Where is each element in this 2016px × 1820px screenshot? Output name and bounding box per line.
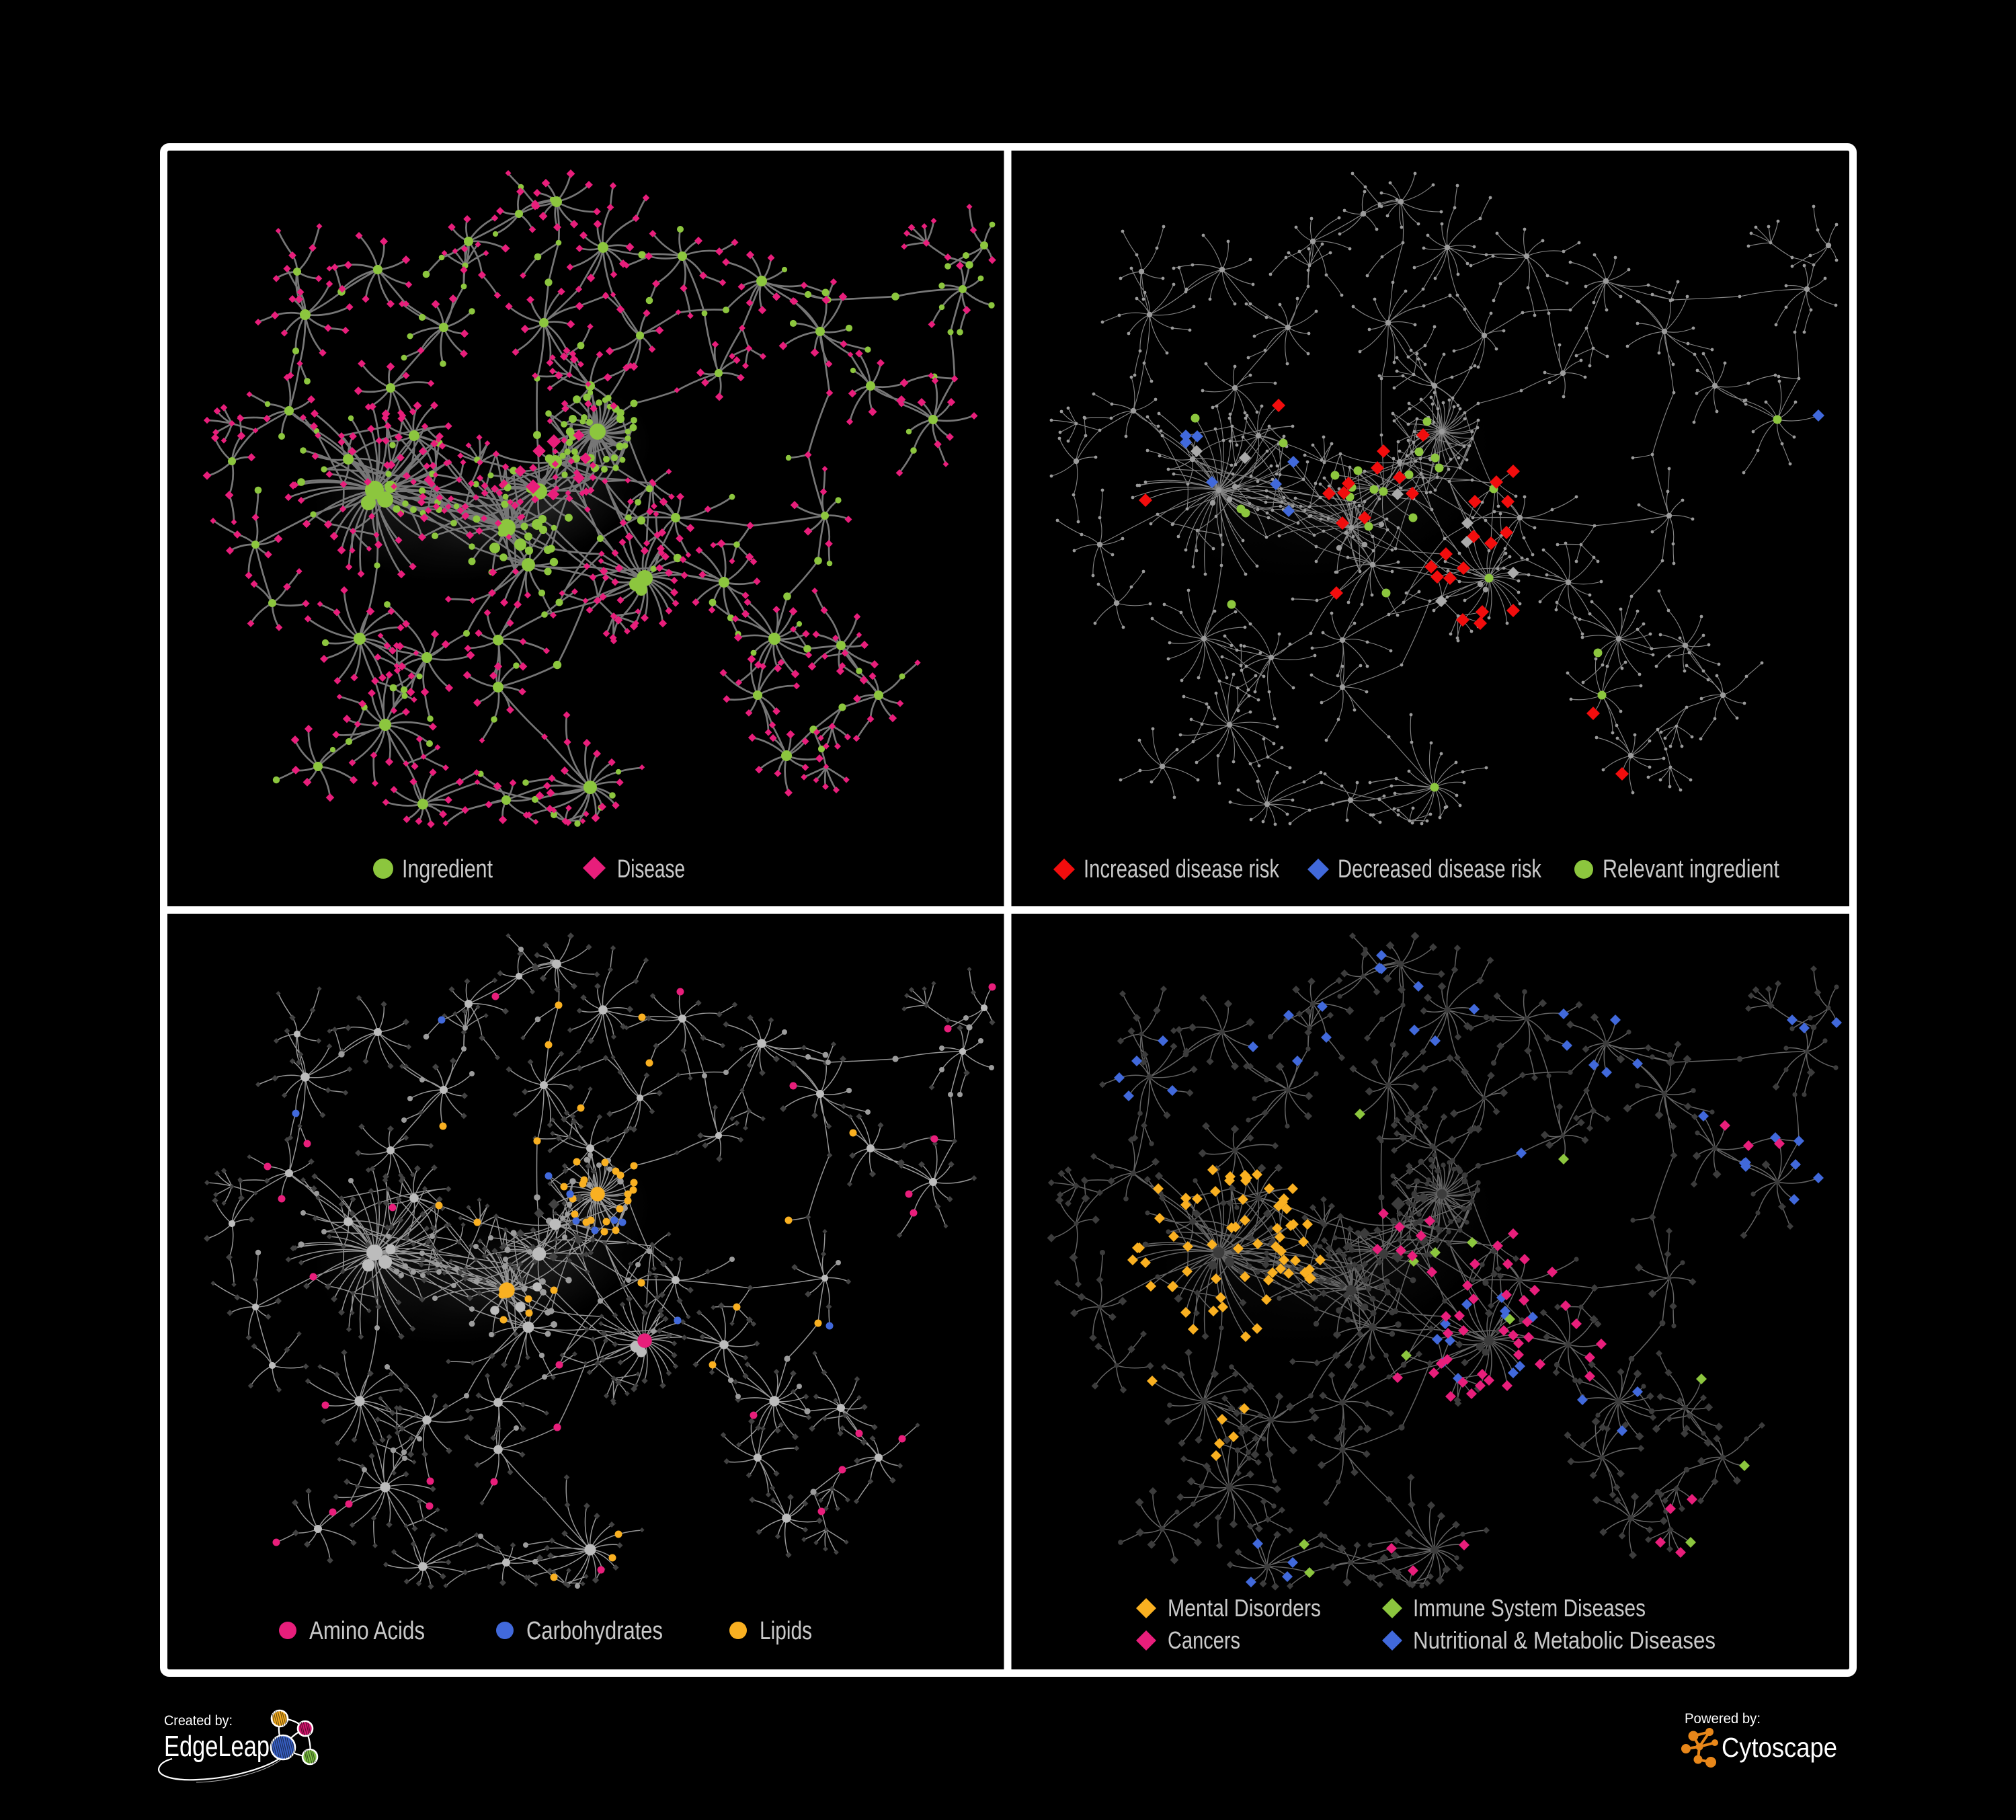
svg-text:Immune System Diseases: Immune System Diseases [1413, 1594, 1646, 1622]
svg-text:Amino Acids: Amino Acids [309, 1617, 425, 1645]
svg-text:Relevant ingredient: Relevant ingredient [1603, 855, 1779, 883]
svg-text:Nutritional & Metabolic Diseas: Nutritional & Metabolic Diseases [1413, 1626, 1716, 1654]
svg-text:Created by:: Created by: [164, 1713, 233, 1729]
svg-text:Cancers: Cancers [1168, 1626, 1240, 1654]
svg-text:Mental Disorders: Mental Disorders [1168, 1594, 1321, 1622]
svg-text:Increased disease risk: Increased disease risk [1084, 855, 1280, 883]
svg-text:Disease: Disease [617, 855, 685, 883]
svg-text:EdgeLeap: EdgeLeap [164, 1730, 270, 1763]
svg-text:Decreased disease risk: Decreased disease risk [1338, 855, 1542, 883]
svg-text:Carbohydrates: Carbohydrates [526, 1617, 663, 1645]
svg-text:Powered by:: Powered by: [1685, 1711, 1761, 1727]
svg-text:Lipids: Lipids [760, 1617, 812, 1645]
svg-text:Ingredient: Ingredient [402, 855, 493, 883]
svg-text:Cytoscape: Cytoscape [1722, 1732, 1837, 1763]
